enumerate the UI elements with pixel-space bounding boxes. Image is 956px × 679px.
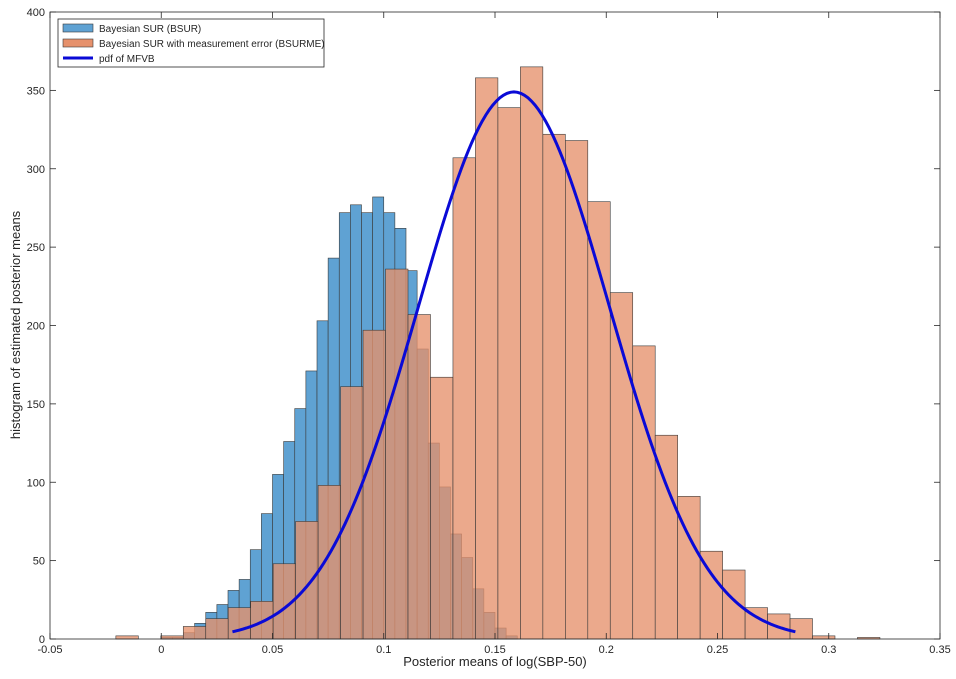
y-tick-label: 250 — [27, 242, 45, 254]
x-axis: -0.05 0 0.05 0.1 0.15 0.2 0.25 0.3 0.35 — [37, 12, 951, 656]
x-tick-label: 0.3 — [821, 644, 836, 656]
x-tick-label: 0.25 — [707, 644, 728, 656]
bsurme-bar — [295, 521, 319, 640]
bsurme-bar — [362, 329, 386, 640]
x-tick-label: 0 — [158, 644, 164, 656]
bsurme-bar — [542, 133, 566, 640]
bsurme-bar — [722, 569, 746, 640]
y-tick-label: 100 — [27, 477, 45, 489]
bsurme-bar — [340, 386, 364, 640]
x-tick-label: 0.05 — [262, 644, 283, 656]
bsurme-bar — [205, 618, 229, 640]
x-tick-label: -0.05 — [37, 644, 62, 656]
y-axis-label: histogram of estimated posterior means — [8, 210, 23, 439]
bsurme-bar — [385, 268, 409, 640]
y-tick-label: 50 — [33, 556, 45, 568]
bsurme-bar — [160, 635, 184, 640]
bsurme-bars — [115, 66, 881, 640]
x-tick-label: 0.1 — [376, 644, 391, 656]
bsurme-bar — [475, 77, 499, 640]
bsurme-bar — [182, 626, 207, 640]
bsurme-bar — [789, 618, 813, 640]
bsurme-bar — [497, 107, 521, 640]
bsurme-bar — [565, 140, 589, 640]
y-tick-label: 0 — [39, 634, 45, 646]
y-tick-label: 300 — [27, 164, 45, 176]
legend-swatch-bsur — [62, 23, 94, 33]
x-tick-label: 0.35 — [929, 644, 950, 656]
bsurme-bar — [407, 314, 431, 640]
bsurme-bar — [812, 635, 836, 640]
y-axis: 0 50 100 150 200 250 300 350 400 — [27, 7, 940, 646]
bsurme-bar — [452, 157, 476, 640]
bsurme-bar — [430, 376, 454, 640]
y-tick-label: 200 — [27, 321, 45, 333]
bsurme-bar — [520, 66, 544, 640]
legend-label-pdf: pdf of MFVB — [99, 54, 155, 65]
y-tick-label: 400 — [27, 7, 45, 19]
legend-box — [57, 18, 325, 68]
bsurme-bar — [227, 607, 251, 640]
bsurme-bar — [317, 485, 341, 640]
legend-label-bsur: Bayesian SUR (BSUR) — [99, 24, 201, 35]
bsurme-bar — [115, 635, 139, 640]
legend-label-bsurme: Bayesian SUR with measurement error (BSU… — [99, 39, 325, 50]
bsurme-bar — [250, 601, 274, 640]
x-tick-label: 0.2 — [599, 644, 614, 656]
legend-swatch-bsurme — [62, 38, 94, 48]
x-tick-label: 0.15 — [484, 644, 505, 656]
x-axis-label: Posterior means of log(SBP-50) — [403, 654, 587, 669]
pdf-mfvb-line — [232, 90, 796, 634]
y-tick-label: 350 — [27, 85, 45, 97]
legend: Bayesian SUR (BSUR) Bayesian SUR with me… — [57, 18, 325, 68]
bsurme-bar — [632, 345, 656, 640]
y-tick-label: 150 — [27, 399, 45, 411]
